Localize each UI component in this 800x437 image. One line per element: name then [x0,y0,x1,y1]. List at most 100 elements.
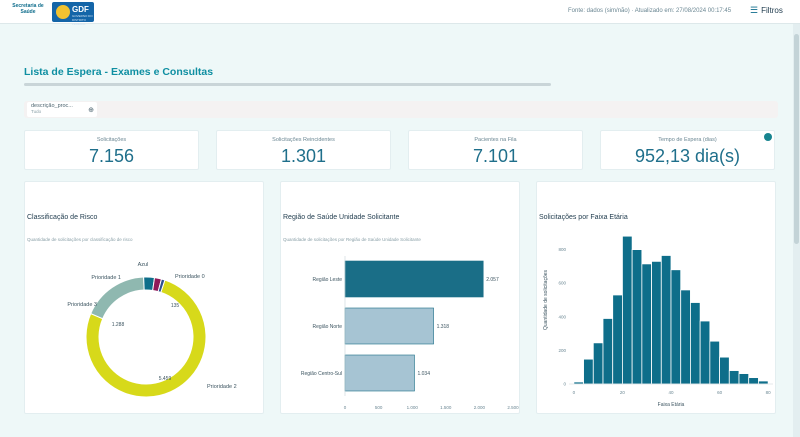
age-panel: Solicitações por Faixa Etária 0 200 400 600… [536,181,776,414]
region-value-label: 1.318 [437,324,450,330]
procedure-filter-value: Tudo [31,109,42,114]
x-tick-label: 2.000 [474,405,486,410]
age-histogram-chart: 0 200 400 600 800 0 20 40 60 80 Faixa Etária Quanti… [543,235,773,408]
kpi-value: 1.301 [280,146,327,166]
slice-value-label: 1.288 [112,322,125,328]
y-tick-label: 0 [563,382,566,387]
sun-icon [56,5,70,19]
histogram-bar [631,249,643,385]
gdf-logo-text: GDF [72,5,89,14]
title-underline [24,83,551,86]
y-tick-label: 200 [558,348,566,353]
region-category-label: Região Norte [313,324,343,330]
histogram-bar [670,269,682,385]
histogram-bar [641,263,652,385]
region-bar [344,307,434,345]
histogram-bar [680,289,691,385]
filters-button[interactable]: ☰ Filtros [750,5,783,16]
donut-slice [157,278,166,294]
region-value-label: 2.057 [486,277,499,283]
x-tick-label: 40 [668,390,674,395]
histogram-bar [622,235,633,385]
dropdown-icon: ⊕ [88,107,94,114]
kpi-card-tempo-espera: Tempo de Espera (dias) 952,13 dia(s) [600,130,775,170]
x-tick-label: 500 [375,405,383,410]
slice-label: Prioridade 0 [175,274,205,280]
secretaria-logo: Secretaria de Saúde [12,3,44,15]
region-category-label: Região Leste [313,277,343,283]
region-value-label: 1.034 [417,371,430,377]
panel-subtitle: Quantidade de solicitações por Região de… [283,237,421,242]
panel-title: Solicitações por Faixa Etária [539,214,628,221]
histogram-bar [583,358,594,385]
slice-label: Prioridade 1 [91,275,121,281]
histogram-bar [651,260,662,385]
y-tick-label: 400 [558,314,566,319]
histogram-bar [602,318,614,385]
x-tick-label: 1.000 [407,405,419,410]
y-tick-label: 600 [558,281,566,286]
panel-title: Classificação de Risco [27,214,98,221]
region-bar [344,354,415,392]
slice-label: Azul [138,262,149,268]
donut-slice [90,276,145,320]
gdf-logo: GDF GOVERNO DO DISTRITO FEDERAL [52,2,94,26]
kpi-value: 952,13 dia(s) [634,146,741,166]
y-tick-label: 800 [558,247,566,252]
slice-value-label: 135 [171,303,180,309]
kpi-card-reincidentes: Solicitações Reincidentes 1.301 [216,130,391,170]
x-tick-label: 20 [620,390,626,395]
slice-label: Prioridade 3 [67,302,97,308]
filters-label: Filtros [761,6,783,15]
kpi-card-pacientes: Pacientes na Fila 7.101 [408,130,583,170]
page-title: Lista de Espera - Exames e Consultas [24,66,214,78]
scrollbar-thumb[interactable] [794,34,799,244]
histogram-bar [690,302,701,385]
histogram-bar [592,342,604,385]
x-tick-label: 1.500 [440,405,452,410]
histogram-bar [709,340,720,385]
histogram-bar [660,255,672,385]
top-bar: Secretaria de Saúde GDF GOVERNO DO DISTR… [0,0,800,26]
histogram-bar [699,320,711,385]
kpi-label: Solicitações [96,137,127,143]
histogram-bar [573,381,584,385]
x-tick-label: 80 [766,390,772,395]
procedure-filter-dropdown[interactable]: descrição_proc... Tudo ⊕ [27,102,97,117]
donut-chart: Prioridade 2 5.459 Prioridade 3 1.288 Priori… [25,182,237,398]
kpi-label: Solicitações Reincidentes [272,137,335,143]
update-status-text: Fonte: dados (sim/não) · Atualizado em: … [568,8,732,14]
panel-subtitle: Quantidade de solicitações por classific… [27,237,133,242]
kpi-label: Tempo de Espera (dias) [658,137,717,143]
x-tick-label: 60 [717,390,723,395]
x-tick-label: 0 [573,390,576,395]
kpi-value: 7.101 [472,146,519,166]
histogram-bar [738,373,750,385]
region-panel: Região de Saúde Unidade Solicitante Quan… [280,181,520,414]
slice-label: Prioridade 2 [207,384,237,390]
slice-value-label: 207 [25,182,29,184]
histogram-bar [612,294,623,385]
kpi-info-icon[interactable] [764,133,772,141]
procedure-filter-label: descrição_proc... [31,103,73,109]
donut-slice [85,279,207,398]
x-tick-label: 0 [344,405,347,410]
kpi-label: Pacientes na Fila [474,137,517,143]
x-tick-label: 2.500 [507,405,519,410]
region-bar [344,260,484,298]
slice-value-label: 5.459 [159,376,172,382]
panel-title: Região de Saúde Unidade Solicitante [283,214,400,221]
x-axis-title: Faixa Etária [658,402,685,408]
filter-bar: descrição_proc... Tudo ⊕ [24,101,778,118]
y-axis-title: Quantidade de solicitações [543,269,549,330]
histogram-bar [728,370,740,385]
kpi-card-solicitacoes: Solicitações 7.156 [24,130,199,170]
histogram-bar [748,377,759,385]
risk-classification-panel: Classificação de Risco Quantidade de sol… [24,181,264,414]
page-scrollbar[interactable] [793,24,800,437]
region-category-label: Região Centro-Sul [301,371,342,377]
histogram-bar [758,380,769,385]
region-bar-chart: Região Leste 2.057 Região Norte 1.318 Região… [301,256,519,410]
gdf-logo-subtext: GOVERNO DO DISTRITO FEDERAL [72,14,93,26]
filter-icon: ☰ [750,5,759,15]
